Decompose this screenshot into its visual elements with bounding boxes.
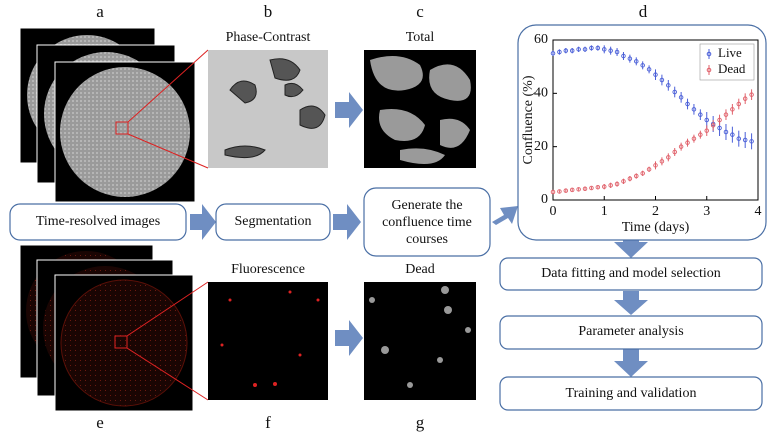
pipeline-label: Parameter analysis [578,324,683,339]
flow-box-label: courses [406,232,448,247]
panel-label: f [265,413,271,432]
x-tick-label: 4 [755,204,762,219]
y-tick-label: 60 [534,32,548,47]
phase-contrast-image [208,50,328,168]
flow-box-label: confluence time [382,215,472,230]
panel-label: c [416,2,424,21]
panel-label: g [416,413,425,432]
image-stack [20,28,208,202]
pipeline-label: Training and validation [566,386,697,401]
flow-box-label: Time-resolved images [36,214,160,229]
flow-box-label: Segmentation [235,214,312,229]
image-title: Dead [405,262,435,277]
total-mask-image [364,50,476,168]
legend-label: Dead [718,61,746,76]
panel-label: e [96,413,104,432]
fluorescence-image [208,282,328,400]
image-title: Fluorescence [231,262,305,277]
x-tick-label: 2 [652,204,659,219]
x-axis-label: Time (days) [622,220,690,235]
panel-label: a [96,2,104,21]
x-tick-label: 3 [703,204,710,219]
panel-label: b [264,2,273,21]
image-title: Total [406,30,435,45]
flow-box-label: Generate the [391,198,462,213]
dead-mask-image [364,282,476,400]
image-stack [20,245,208,411]
panel-label: d [639,2,648,21]
y-axis-label: Confluence (%) [521,75,536,164]
pipeline-label: Data fitting and model selection [541,266,721,281]
image-title: Phase-Contrast [226,30,311,45]
figure: a b c d e f g Phase-Contrast Total Fluor… [0,0,768,436]
legend-label: Live [718,45,742,60]
x-tick-label: 1 [601,204,608,219]
x-tick-label: 0 [550,204,557,219]
y-tick-label: 0 [541,192,548,207]
